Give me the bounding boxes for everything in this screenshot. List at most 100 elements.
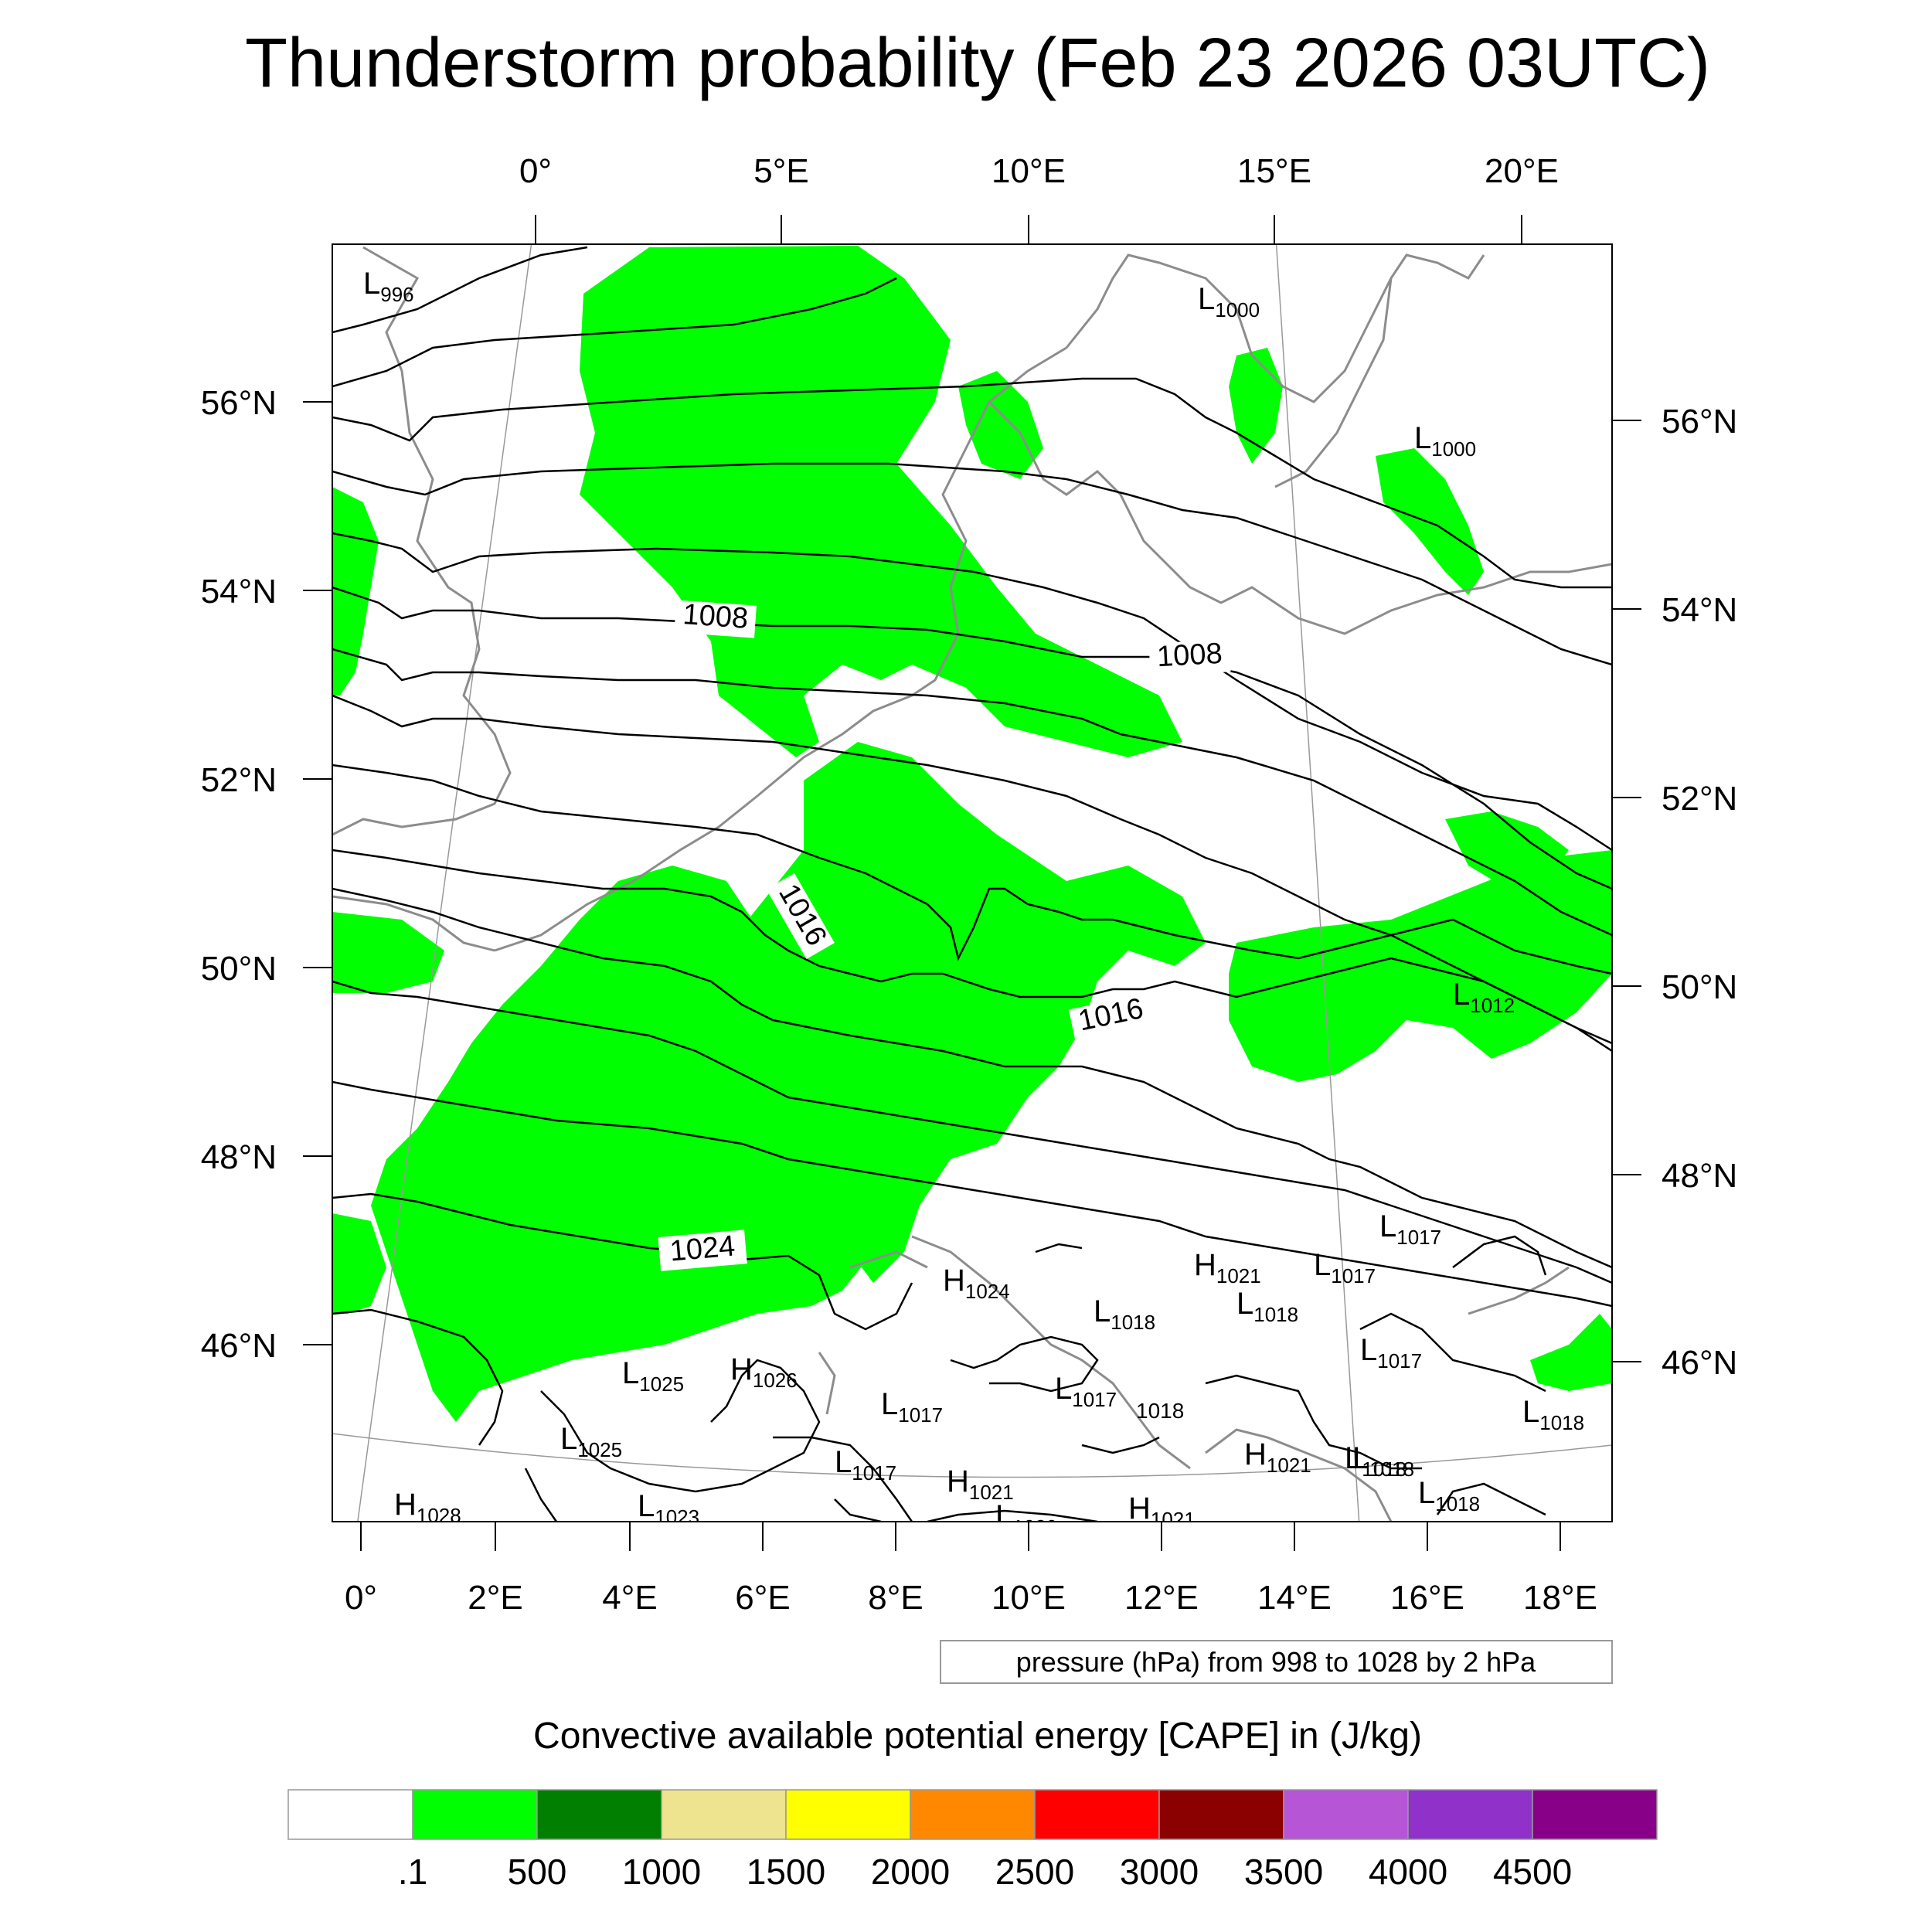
low-pressure-center: L1012: [1453, 978, 1515, 1017]
pressure-note: pressure (hPa) from 998 to 1028 by 2 hPa: [1016, 1646, 1536, 1678]
colorbar-tick-label: .1: [398, 1852, 427, 1892]
high-pressure-center: H1026: [730, 1352, 798, 1392]
low-pressure-center: L996: [363, 267, 414, 306]
bottom-lon-label: 10°E: [992, 1579, 1066, 1617]
low-pressure-center: L1023: [638, 1489, 699, 1529]
bottom-lon-label: 6°E: [735, 1579, 790, 1617]
colorbar-tick-label: 500: [508, 1852, 567, 1892]
graticule: [332, 244, 1612, 1522]
top-lon-label: 15°E: [1237, 152, 1311, 190]
left-axis: [303, 401, 332, 1345]
top-lon-label: 10°E: [992, 152, 1066, 190]
high-pressure-center: H1021: [947, 1464, 1014, 1504]
pressure-note-box: [940, 1640, 1613, 1684]
bottom-lon-label: 18°E: [1523, 1579, 1597, 1617]
low-pressure-center: L1018: [1418, 1476, 1480, 1515]
colorbar-box: [1034, 1789, 1160, 1840]
colorbar-box: [1407, 1789, 1533, 1840]
cape-area-biscay: [332, 1213, 386, 1314]
cape-area-france: [371, 866, 896, 1422]
colorbar-tick-label: 4500: [1493, 1852, 1572, 1892]
low-pressure-center: L1025: [560, 1422, 622, 1461]
colorbar-box: [1532, 1789, 1658, 1840]
low-pressure-center: L1018: [1345, 1441, 1406, 1481]
top-lon-labels: 0° 5°E 10°E 15°E 20°E: [519, 152, 1559, 190]
left-lat-labels: 56°N 54°N 52°N 50°N 48°N 46°N: [201, 384, 277, 1365]
bottom-axis: [360, 1522, 1561, 1551]
high-pressure-center: H1021: [1128, 1492, 1196, 1531]
left-lat-label: 52°N: [201, 761, 277, 799]
cape-area-balkans: [1530, 1314, 1612, 1391]
bottom-lon-label: 8°E: [868, 1579, 923, 1617]
colorbar-box: [910, 1789, 1036, 1840]
left-lat-label: 50°N: [201, 950, 277, 988]
top-axis: [535, 215, 1522, 244]
bottom-lon-label: 14°E: [1257, 1579, 1332, 1617]
colorbar: [287, 1789, 1658, 1840]
colorbar-tick-label: 1000: [622, 1852, 701, 1892]
lone-pressure-label: 1018: [1136, 1399, 1184, 1423]
bottom-lon-label: 12°E: [1124, 1579, 1199, 1617]
colorbar-box: [661, 1789, 787, 1840]
high-pressure-center: H1028: [394, 1488, 461, 1527]
colorbar-box: [785, 1789, 911, 1840]
high-pressure-center: H1021: [1244, 1437, 1311, 1477]
top-lon-label: 5°E: [753, 152, 808, 190]
colorbar-tick-label: 3000: [1120, 1852, 1199, 1892]
right-axis: [1612, 420, 1641, 1362]
right-lat-label: 48°N: [1662, 1157, 1737, 1195]
isobar-label-text: 1008: [682, 598, 749, 635]
page-title: Thunderstorm probability (Feb 23 2026 03…: [245, 25, 1710, 102]
bottom-lon-label: 16°E: [1390, 1579, 1464, 1617]
low-pressure-center: L1018: [1522, 1395, 1584, 1434]
colorbar-tick-label: 2000: [871, 1852, 950, 1892]
low-pressure-center: L1000: [1414, 421, 1476, 461]
right-lat-label: 50°N: [1662, 968, 1737, 1006]
bottom-lon-labels: 0° 2°E 4°E 6°E 8°E 10°E 12°E 14°E 16°E 1…: [345, 1579, 1597, 1617]
right-lat-label: 54°N: [1662, 591, 1737, 629]
low-pressure-center: L1000: [1198, 282, 1260, 321]
bottom-lon-label: 2°E: [468, 1579, 522, 1617]
top-lon-label: 20°E: [1485, 152, 1559, 190]
cape-area-sweden: [1229, 348, 1283, 464]
isobar-label: 1016: [1068, 992, 1155, 1042]
low-pressure-center: L1018: [1352, 1441, 1414, 1481]
coastlines: [332, 246, 1612, 1522]
right-lat-label: 52°N: [1662, 780, 1737, 818]
isobar-label: 1024: [658, 1230, 747, 1271]
cape-area-channel: [332, 912, 444, 993]
right-lat-labels: 56°N 54°N 52°N 50°N 48°N 46°N: [1662, 403, 1737, 1382]
colorbar-box: [1283, 1789, 1409, 1840]
map-border: [332, 243, 1613, 1522]
cape-area-west-edge: [332, 487, 379, 696]
colorbar-box: [287, 1789, 413, 1840]
low-pressure-center: L1017: [1360, 1333, 1422, 1372]
bottom-lon-label: 0°: [345, 1579, 377, 1617]
isobar-label-text: 1024: [668, 1230, 736, 1267]
isobar-label: 1008: [674, 598, 757, 638]
right-lat-label: 46°N: [1662, 1344, 1737, 1382]
colorbar-box: [1158, 1789, 1284, 1840]
high-pressure-center: H1021: [1194, 1248, 1261, 1287]
colorbar-tick-label: 3500: [1244, 1852, 1323, 1892]
colorbar-tick-label: 2500: [995, 1852, 1074, 1892]
colorbar-box: [412, 1789, 538, 1840]
left-lat-label: 46°N: [201, 1327, 277, 1365]
low-pressure-center: L1020: [995, 1499, 1057, 1539]
left-lat-label: 54°N: [201, 573, 277, 611]
low-pressure-center: L1025: [622, 1356, 684, 1396]
colorbar-box: [536, 1789, 662, 1840]
bottom-lon-label: 4°E: [602, 1579, 657, 1617]
cape-fields: [332, 246, 1612, 1422]
pressure-centers: L996 L1000 L1000 L1012 L1017 L1017 H1021 L1018 H…: [363, 267, 1584, 1539]
top-lon-label: 0°: [519, 152, 552, 190]
left-lat-label: 48°N: [201, 1138, 277, 1176]
colorbar-title: Convective available potential energy [C…: [533, 1716, 1422, 1757]
low-pressure-center: L1017: [1055, 1372, 1117, 1411]
cape-area-poland: [1445, 811, 1569, 889]
low-pressure-center: L1018: [1094, 1294, 1155, 1334]
left-lat-label: 56°N: [201, 384, 277, 422]
high-pressure-center: H1024: [943, 1264, 1010, 1303]
low-pressure-center: L1017: [1379, 1209, 1441, 1249]
